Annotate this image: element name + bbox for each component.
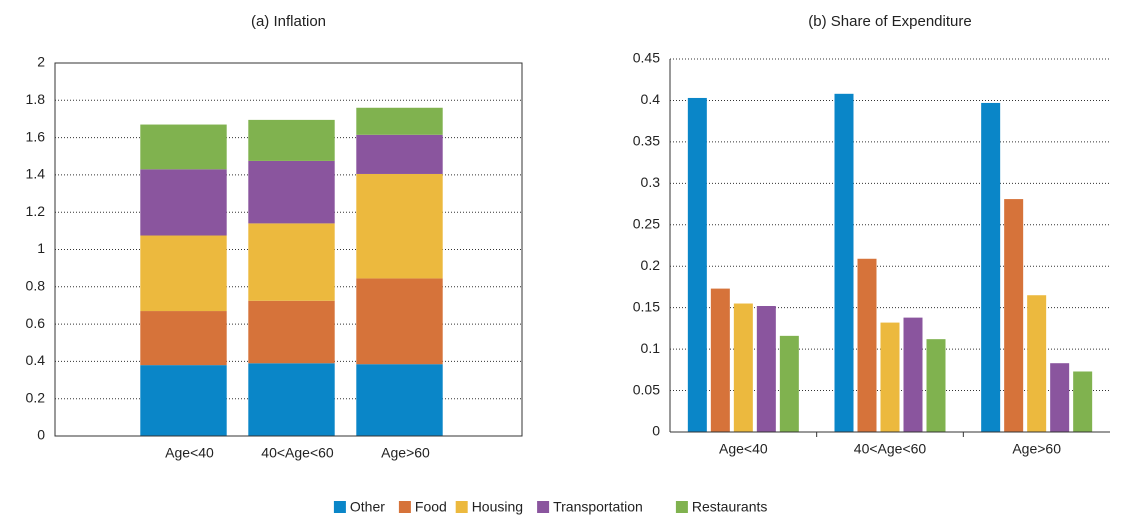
legend-label: Food	[415, 499, 447, 515]
bar	[1004, 199, 1024, 432]
bar	[880, 322, 900, 432]
y-tick-label: 0.05	[633, 381, 660, 397]
y-tick-label: 0.1	[641, 340, 661, 356]
chart-title: (a) Inflation	[251, 13, 326, 30]
y-tick-label: 1.4	[26, 166, 46, 182]
x-tick-label: 40<Age<60	[854, 441, 927, 457]
bar-segment	[248, 223, 335, 301]
x-tick-label: Age<40	[165, 445, 214, 461]
bar-segment	[356, 173, 443, 279]
bar	[756, 306, 776, 432]
bar-segment	[140, 311, 227, 366]
bar-segment	[248, 160, 335, 224]
y-tick-label: 0.3	[641, 174, 661, 190]
y-tick-label: 0.8	[26, 278, 46, 294]
bar	[926, 339, 946, 432]
bar	[834, 93, 854, 433]
bar	[710, 288, 730, 432]
bar	[857, 258, 877, 432]
y-tick-label: 0.35	[633, 133, 660, 149]
y-tick-label: 1	[37, 240, 45, 256]
bar	[981, 102, 1001, 432]
y-tick-label: 0	[37, 427, 45, 443]
x-tick-label: Age<40	[719, 441, 768, 457]
y-tick-label: 1.2	[26, 203, 46, 219]
y-tick-label: 0.4	[26, 352, 46, 368]
legend-swatch	[455, 501, 468, 513]
legend-label: Transportation	[553, 499, 643, 515]
bar-segment	[248, 300, 335, 364]
bar-segment	[248, 119, 335, 161]
legend-label: Restaurants	[692, 499, 767, 515]
y-tick-label: 0.6	[26, 315, 46, 331]
bar-segment	[140, 124, 227, 170]
bar	[1073, 371, 1093, 432]
bar	[1050, 363, 1070, 432]
y-tick-label: 1.6	[26, 128, 46, 144]
bar-segment	[140, 235, 227, 312]
legend-swatch	[537, 501, 550, 513]
legend-swatch	[398, 501, 411, 513]
y-tick-label: 0.25	[633, 215, 660, 231]
y-tick-label: 2	[37, 54, 45, 70]
x-tick-label: 40<Age<60	[261, 445, 334, 461]
y-tick-label: 0.4	[641, 91, 661, 107]
chart-title: (b) Share of Expenditure	[808, 13, 971, 30]
y-tick-label: 0.2	[641, 257, 661, 273]
legend-swatch	[333, 501, 346, 513]
x-tick-label: Age>60	[1012, 441, 1061, 457]
legend-label: Housing	[472, 499, 523, 515]
bar-segment	[356, 107, 443, 135]
y-tick-label: 0	[652, 423, 660, 439]
bar-segment	[356, 134, 443, 174]
bar	[733, 303, 753, 432]
bar-segment	[356, 364, 443, 436]
bar	[1027, 295, 1047, 432]
y-tick-label: 0.2	[26, 389, 46, 405]
bar	[903, 317, 923, 432]
legend-swatch	[675, 501, 688, 513]
plot-frame	[54, 62, 523, 437]
bar	[687, 97, 707, 433]
bar-segment	[140, 365, 227, 436]
y-tick-label: 0.15	[633, 298, 660, 314]
y-tick-label: 0.45	[633, 50, 660, 66]
bar-segment	[248, 363, 335, 436]
bar-segment	[356, 278, 443, 365]
bar	[779, 335, 799, 432]
y-tick-label: 1.8	[26, 91, 46, 107]
x-tick-label: Age>60	[381, 445, 430, 461]
bar-segment	[140, 169, 227, 236]
legend-label: Other	[350, 499, 385, 515]
